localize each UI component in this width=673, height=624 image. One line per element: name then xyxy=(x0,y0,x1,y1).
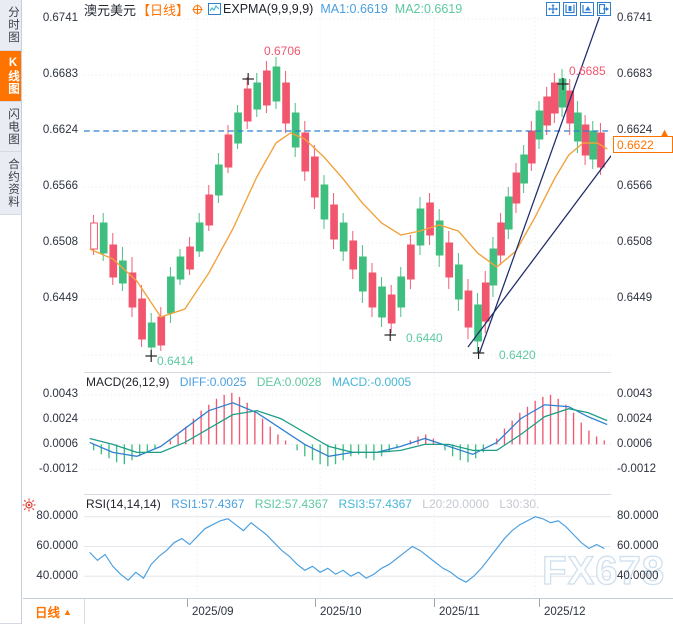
y-tick: 0.0043 xyxy=(42,388,78,400)
footer-period-button[interactable]: 日线 ▲ xyxy=(23,598,85,624)
macd-plot xyxy=(84,373,611,494)
rsi-line xyxy=(89,516,605,583)
move-crosshair-icon[interactable] xyxy=(546,2,560,16)
y-tick: 0.6566 xyxy=(42,180,78,192)
peak-label-recent: 0.6685 xyxy=(569,64,606,78)
rsi1-value: RSI1:57.4367 xyxy=(171,497,245,511)
y-tick: 0.6449 xyxy=(42,292,78,304)
y-tick: 0.6624 xyxy=(42,124,78,136)
sidebar-item-lightning[interactable]: 闪电图 xyxy=(0,102,21,152)
macd-panel[interactable]: MACD(26,12,9) DIFF:0.0025 DEA:0.0028 MAC… xyxy=(84,372,611,494)
sidebar-item-contract-info[interactable]: 合约资料 xyxy=(0,152,21,215)
x-axis: 2025/09 2025/10 2025/11 2025/12 xyxy=(84,598,673,624)
left-sidebar: 分时图 K线图 闪电图 合约资料 xyxy=(0,0,22,624)
expma-line xyxy=(89,132,608,318)
symbol-name: 澳元美元 xyxy=(84,2,137,18)
rsi-l30: L30:30. xyxy=(499,497,540,511)
y-tick: 0.0024 xyxy=(617,413,653,425)
zoom-range-icon[interactable] xyxy=(580,2,594,16)
chart-header: 澳元美元 【日线】 EXPMA(9,9,9,9) MA1:0.6619 MA2:… xyxy=(22,0,673,18)
rsi-panel[interactable]: RSI(14,14,14) RSI1:57.4367 RSI2:57.4367 … xyxy=(84,494,611,598)
rsi3-value: RSI3:57.4367 xyxy=(338,497,412,511)
x-tick-label: 2025/10 xyxy=(315,599,362,618)
ma2-value: MA2:0.6619 xyxy=(394,2,463,16)
trough-label-low: 0.6414 xyxy=(157,354,194,368)
y-tick: 0.0043 xyxy=(617,388,653,400)
y-tick: 0.6508 xyxy=(42,236,78,248)
macd-diff-line xyxy=(89,402,608,457)
price-y-axis-right: 0.6741 0.6683 0.6624 0.6566 0.6508 0.644… xyxy=(613,0,673,372)
rsi-header: RSI(14,14,14) RSI1:57.4367 RSI2:57.4367 … xyxy=(86,497,539,511)
y-tick: 0.6683 xyxy=(617,68,653,80)
price-up-arrow: ▲ xyxy=(659,127,670,139)
rsi-y-axis-right: 80.0000 60.0000 40.0000 xyxy=(613,494,673,598)
y-tick: 80.0000 xyxy=(36,510,78,522)
trough-label-recent: 0.6420 xyxy=(499,348,536,362)
price-chart-panel[interactable]: 0.6706 0.6685 0.6414 0.6440 0.6420 xyxy=(84,17,611,372)
trend-channel-lines xyxy=(467,17,611,354)
y-tick: 0.6683 xyxy=(42,68,78,80)
y-tick: 40.0000 xyxy=(36,570,78,582)
y-tick: 80.0000 xyxy=(617,510,659,522)
x-tick-label: 2025/12 xyxy=(539,599,586,618)
price-plot xyxy=(84,17,611,372)
footer-period-label: 日线 xyxy=(35,606,61,620)
trough-label-mid: 0.6440 xyxy=(406,331,443,345)
chart-toolbar xyxy=(546,2,611,16)
candlestick-series xyxy=(90,57,605,355)
sidebar-item-timeline[interactable]: 分时图 xyxy=(0,0,21,51)
rsi-name: RSI(14,14,14) xyxy=(86,497,161,511)
ma1-value: MA1:0.6619 xyxy=(320,2,388,16)
peak-label-high: 0.6706 xyxy=(264,44,301,58)
macd-header: MACD(26,12,9) DIFF:0.0025 DEA:0.0028 MAC… xyxy=(86,375,411,389)
crosshair-icon[interactable] xyxy=(192,4,203,15)
macd-histogram xyxy=(92,392,605,467)
rsi-plot xyxy=(84,495,611,598)
y-tick: 0.0024 xyxy=(42,413,78,425)
rsi2-value: RSI2:57.4367 xyxy=(254,497,329,511)
y-tick: 60.0000 xyxy=(617,540,659,552)
price-y-axis-left: 0.6741 0.6683 0.6624 0.6566 0.6508 0.644… xyxy=(22,0,82,372)
macd-y-axis-left: 0.0043 0.0024 0.0006 -0.0012 xyxy=(22,372,82,494)
y-tick: 0.6624 xyxy=(617,124,653,136)
x-tick-label: 2025/09 xyxy=(187,599,234,618)
sidebar-item-kline[interactable]: K线图 xyxy=(0,50,21,102)
macd-name: MACD(26,12,9) xyxy=(86,375,170,389)
y-tick: 0.6449 xyxy=(617,292,653,304)
chart-column: 澳元美元 【日线】 EXPMA(9,9,9,9) MA1:0.6619 MA2:… xyxy=(22,0,673,624)
current-price-tag[interactable]: 0.6622 xyxy=(613,136,673,153)
macd-dea: DEA:0.0028 xyxy=(256,375,322,389)
macd-y-axis-right: 0.0043 0.0024 0.0006 -0.0012 xyxy=(613,372,673,494)
y-tick: 0.6508 xyxy=(617,236,653,248)
chart-indicator-icon[interactable] xyxy=(208,3,222,15)
price-markers xyxy=(145,73,569,362)
zoom-fit-icon[interactable] xyxy=(563,2,577,16)
y-tick: 60.0000 xyxy=(36,540,78,552)
y-tick: 40.0000 xyxy=(617,570,659,582)
y-tick: -0.0012 xyxy=(617,463,657,475)
expand-right-icon[interactable] xyxy=(597,2,611,16)
y-tick: 0.6566 xyxy=(617,180,653,192)
settings-sun-icon[interactable] xyxy=(22,498,36,512)
macd-diff: DIFF:0.0025 xyxy=(179,375,247,389)
x-tick-label: 2025/11 xyxy=(434,599,480,618)
y-tick: 0.0006 xyxy=(617,438,653,450)
sidebar-filler xyxy=(0,215,21,624)
indicator-label: EXPMA(9,9,9,9) xyxy=(223,2,314,16)
y-tick: -0.0012 xyxy=(38,463,78,475)
macd-value: MACD:-0.0005 xyxy=(331,375,412,389)
footer-arrow-icon: ▲ xyxy=(63,606,72,617)
period-label: 【日线】 xyxy=(137,2,190,18)
macd-dea-line xyxy=(89,408,608,453)
y-tick: 0.0006 xyxy=(42,438,78,450)
rsi-l20: L20:20.0000 xyxy=(422,497,489,511)
